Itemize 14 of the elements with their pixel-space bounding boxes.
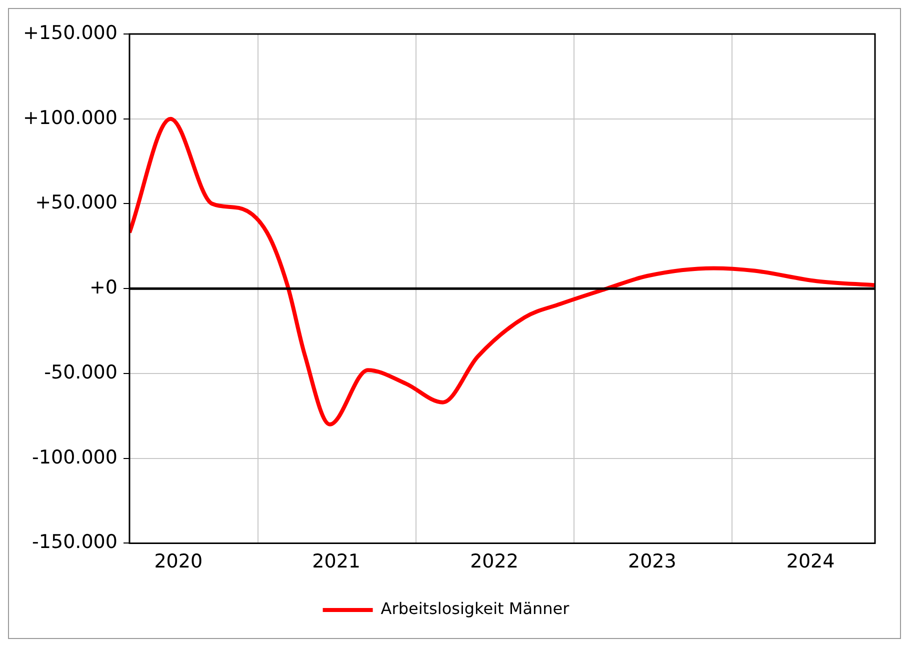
y-tick-label: -50.000 bbox=[44, 361, 118, 384]
x-tick-label: 2024 bbox=[786, 550, 835, 573]
y-tick-label: +50.000 bbox=[35, 192, 118, 214]
y-tick-label: +100.000 bbox=[22, 106, 118, 129]
x-tick-label: 2020 bbox=[154, 550, 203, 573]
x-tick-label: 2021 bbox=[312, 550, 360, 573]
y-tick-label: -100.000 bbox=[32, 446, 118, 468]
line-series bbox=[129, 116, 875, 426]
x-tick-label: 2022 bbox=[470, 550, 518, 573]
legend-label: Arbeitslosigkeit Männer bbox=[380, 599, 570, 618]
y-tick-label: +0 bbox=[89, 276, 118, 299]
x-tick-label: 2023 bbox=[628, 550, 676, 573]
y-tick-label: -150.000 bbox=[32, 531, 118, 554]
y-tick-label: +150.000 bbox=[22, 22, 118, 44]
